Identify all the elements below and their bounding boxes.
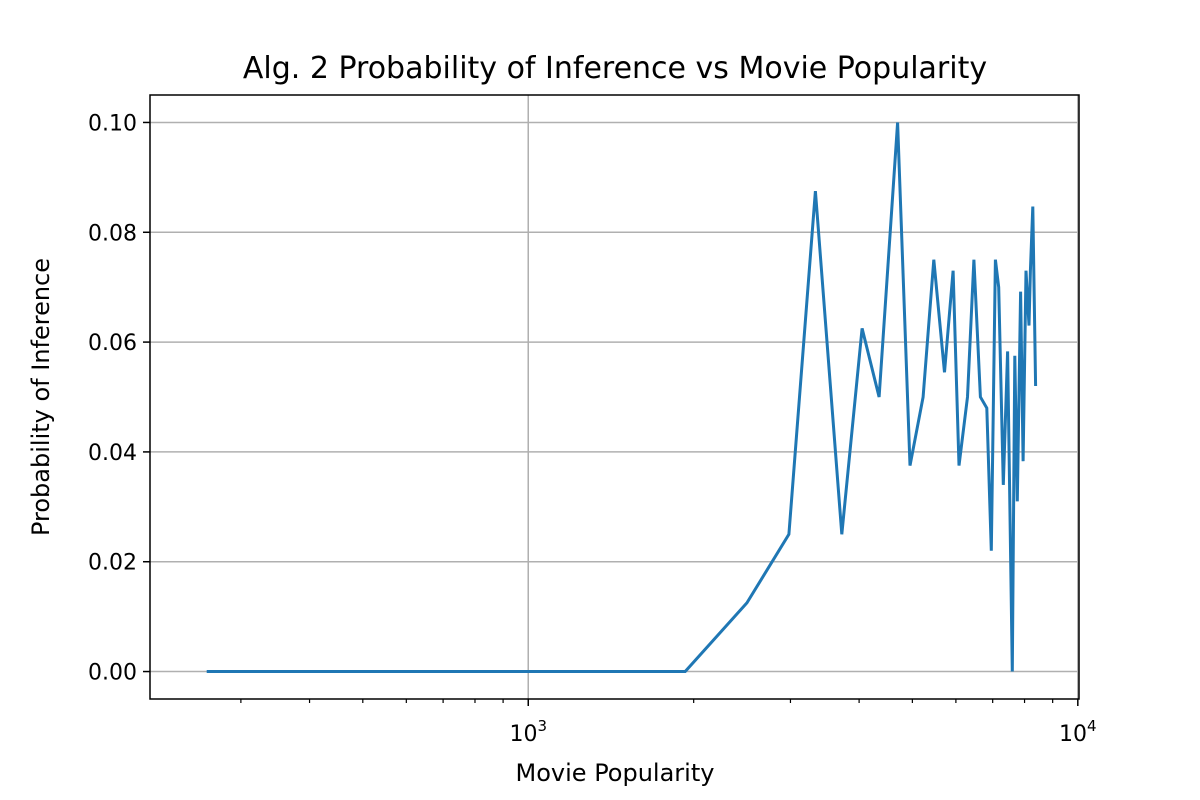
y-tick-label: 0.06 [88, 331, 137, 356]
x-axis-label: Movie Popularity [516, 759, 715, 787]
x-tick-label: 103 [509, 717, 547, 747]
y-tick-label: 0.00 [88, 661, 137, 686]
series-line [206, 122, 1038, 673]
y-tick-label: 0.10 [88, 111, 137, 136]
y-axis-label: Probability of Inference [27, 258, 55, 536]
y-tick-label: 0.04 [88, 441, 137, 466]
y-tick-label: 0.08 [88, 221, 137, 246]
plot-frame [149, 94, 1080, 700]
series-layer [206, 122, 1038, 673]
x-tick-label: 104 [1059, 717, 1097, 747]
x-axis-ticks: 103 104 [509, 699, 1097, 747]
chart-title: Alg. 2 Probability of Inference vs Movie… [243, 51, 987, 86]
y-tick-label: 0.02 [88, 551, 137, 576]
y-axis-ticks: 0.00 0.02 0.04 0.06 0.08 0.10 [88, 111, 150, 686]
